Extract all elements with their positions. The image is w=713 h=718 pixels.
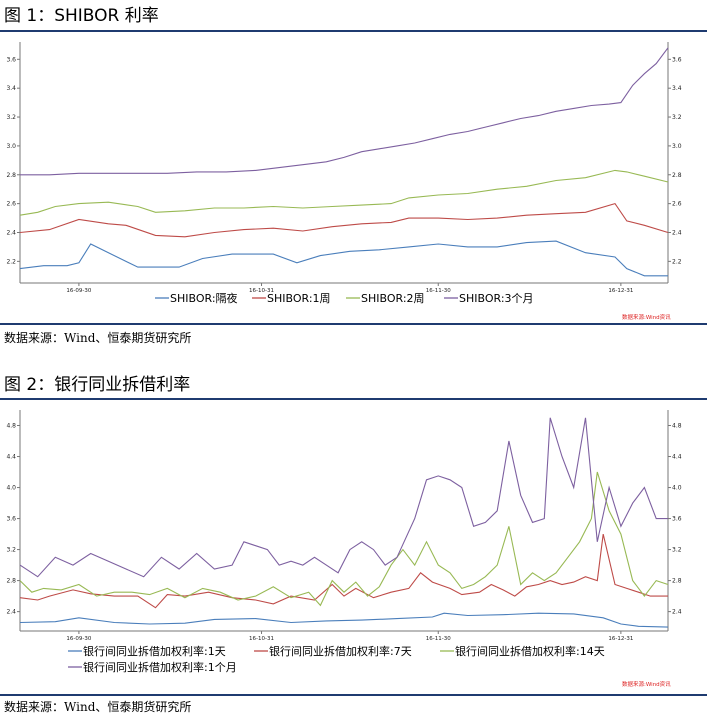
y-tick-label: 3.4 <box>6 85 16 92</box>
watermark: 数据来源:Wind资讯 <box>622 680 671 688</box>
y-tick-label-right: 2.4 <box>672 229 682 236</box>
legend-label: SHIBOR:2周 <box>361 292 425 305</box>
x-tick-label: 16-12-31 <box>608 288 633 294</box>
y-tick-label: 3.2 <box>6 114 16 121</box>
axes: 2.2 2.2 2.4 2.4 2.6 2.6 2.8 2.8 3.0 3.0 3.2 3.2 3.4 3… <box>6 42 682 294</box>
figure-2-title: 图 2：银行同业拆借利率 <box>4 375 191 395</box>
figure-1-bottom-rule <box>0 323 707 325</box>
y-tick-label: 3.0 <box>6 143 16 150</box>
y-tick-label: 2.8 <box>6 172 16 179</box>
y-tick-label-right: 2.8 <box>672 578 682 585</box>
y-tick-label-right: 4.4 <box>672 454 682 461</box>
x-tick-label: 16-10-31 <box>249 288 274 294</box>
y-tick-label: 2.8 <box>6 578 16 585</box>
y-tick-label: 3.2 <box>6 547 16 554</box>
series-line-3 <box>19 169 669 216</box>
y-tick-label-right: 3.4 <box>672 85 682 92</box>
x-tick-label: 16-12-31 <box>608 636 633 642</box>
y-tick-label: 2.4 <box>6 229 16 236</box>
y-tick-label: 2.4 <box>6 609 16 616</box>
y-tick-label: 4.4 <box>6 454 16 461</box>
series-line-4 <box>19 417 668 578</box>
x-tick-label: 16-11-30 <box>426 636 451 642</box>
y-tick-label: 4.8 <box>6 423 16 430</box>
y-tick-label-right: 2.2 <box>672 258 682 265</box>
y-tick-label: 3.6 <box>6 56 16 63</box>
legend-item-1: 银行间同业拆借加权利率:1天 <box>68 644 226 658</box>
legend-label: SHIBOR:3个月 <box>459 292 534 305</box>
x-tick-label: 16-09-30 <box>66 288 91 294</box>
figure-2-chart: 2.4 2.4 2.8 2.8 3.2 3.2 3.6 3.6 4.0 4.0 4.4 4.4 4.8 4… <box>6 410 682 688</box>
series-line-2 <box>19 202 669 238</box>
legend-label: 银行间同业拆借加权利率:1个月 <box>83 660 237 674</box>
y-tick-label-right: 3.2 <box>672 547 682 554</box>
legend-item-2: 银行间同业拆借加权利率:7天 <box>254 644 412 658</box>
legend-label: SHIBOR:隔夜 <box>170 291 238 305</box>
figure-2-top-rule <box>0 398 707 400</box>
legend-label: 银行间同业拆借加权利率:1天 <box>83 644 226 658</box>
y-tick-label-right: 2.4 <box>672 609 682 616</box>
y-tick-label-right: 2.6 <box>672 201 682 208</box>
y-tick-label-right: 2.8 <box>672 172 682 179</box>
legend-item-3: 银行间同业拆借加权利率:14天 <box>440 644 605 658</box>
series-line-1 <box>19 612 669 628</box>
legend-label: SHIBOR:1周 <box>267 292 331 305</box>
figure-2-source: 数据来源：Wind、恒泰期货研究所 <box>4 700 192 714</box>
x-tick-label: 16-09-30 <box>66 636 91 642</box>
series-line-4 <box>20 47 669 176</box>
legend-item-2: SHIBOR:1周 <box>252 292 331 305</box>
legend-label: 银行间同业拆借加权利率:14天 <box>455 644 605 658</box>
figure-1-top-rule <box>0 30 707 32</box>
legend-item-3: SHIBOR:2周 <box>346 292 425 305</box>
y-tick-label: 3.6 <box>6 516 16 523</box>
y-tick-label-right: 3.0 <box>672 143 682 150</box>
x-tick-label: 16-11-30 <box>426 288 451 294</box>
figure-1-title: 图 1：SHIBOR 利率 <box>4 6 159 26</box>
legend-item-4: SHIBOR:3个月 <box>444 292 534 305</box>
y-tick-label-right: 3.6 <box>672 516 682 523</box>
figure-2-bottom-rule <box>0 694 707 696</box>
watermark: 数据来源:Wind资讯 <box>622 313 671 321</box>
figure-1-source: 数据来源：Wind、恒泰期货研究所 <box>4 331 192 345</box>
y-tick-label-right: 4.0 <box>672 485 682 492</box>
legend-label: 银行间同业拆借加权利率:7天 <box>269 644 412 658</box>
y-tick-label-right: 3.6 <box>672 56 682 63</box>
y-tick-label-right: 3.2 <box>672 114 682 121</box>
series-line-2 <box>19 533 668 609</box>
series-line-3 <box>19 471 669 607</box>
legend-item-1: SHIBOR:隔夜 <box>155 291 238 305</box>
series-line-1 <box>19 240 668 277</box>
y-tick-label: 2.2 <box>6 258 16 265</box>
y-tick-label: 2.6 <box>6 201 16 208</box>
x-tick-label: 16-10-31 <box>249 636 274 642</box>
axes: 2.4 2.4 2.8 2.8 3.2 3.2 3.6 3.6 4.0 4.0 4.4 4.4 4.8 4… <box>6 410 682 642</box>
figure-1-chart: 2.2 2.2 2.4 2.4 2.6 2.6 2.8 2.8 3.0 3.0 3.2 3.2 3.4 3… <box>6 42 682 321</box>
y-tick-label: 4.0 <box>6 485 16 492</box>
legend-item-4: 银行间同业拆借加权利率:1个月 <box>68 660 237 674</box>
y-tick-label-right: 4.8 <box>672 423 682 430</box>
